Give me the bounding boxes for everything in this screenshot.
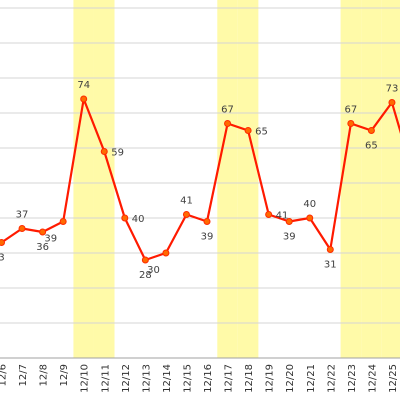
data-label: 65 (255, 127, 268, 138)
data-point (224, 120, 232, 127)
data-label: 41 (276, 211, 289, 222)
data-label: 40 (132, 214, 145, 225)
data-point (306, 214, 314, 222)
x-tick-label: 12/9 (59, 364, 70, 386)
x-tick-label: 12/13 (141, 364, 152, 393)
x-tick-label: 12/12 (121, 364, 132, 393)
data-label: 73 (386, 84, 399, 95)
data-point (367, 127, 375, 134)
data-points (0, 95, 396, 264)
data-label: 3 (0, 253, 5, 264)
data-label: 30 (147, 265, 160, 276)
data-point (182, 211, 190, 218)
data-point (18, 225, 26, 232)
data-point (388, 99, 396, 106)
x-tick-label: 12/10 (80, 364, 91, 393)
x-tick-labels: 12/6 12/7 12/8 12/9 12/10 12/11 12/12 12/13 12/1… (0, 364, 399, 393)
data-label: 31 (324, 260, 337, 271)
data-label: 59 (111, 148, 124, 159)
x-tick-label: 12/15 (182, 364, 193, 393)
x-tick-label: 12/6 (0, 364, 9, 386)
x-tick-label: 12/20 (285, 364, 296, 393)
data-label: 67 (221, 105, 234, 116)
data-point (80, 95, 88, 103)
data-point (347, 120, 355, 127)
weekend-highlight-bands (73, 0, 400, 358)
x-tick-label: 12/22 (326, 364, 337, 393)
data-point (285, 218, 293, 225)
highlight-band-12-10 (73, 0, 94, 358)
x-tick-label: 12/17 (224, 364, 235, 393)
highlight-band-12-17 (217, 0, 238, 358)
highlight-band-12-18 (237, 0, 259, 358)
data-label: 37 (16, 210, 29, 221)
gridlines (0, 7, 400, 324)
data-label: 40 (303, 199, 316, 210)
data-label: 39 (44, 234, 57, 245)
x-tick-label: 12/19 (265, 364, 276, 393)
data-point (162, 249, 170, 257)
x-tick-label: 12/21 (306, 364, 317, 393)
data-point (0, 239, 5, 246)
x-tick-label: 12/14 (162, 364, 173, 393)
highlight-band-12-23 (340, 0, 362, 358)
x-tick-label: 12/11 (100, 364, 111, 393)
data-point (121, 214, 129, 222)
data-point (39, 228, 47, 236)
highlight-band-12-25 (381, 0, 400, 358)
highlight-band-12-24 (361, 0, 382, 358)
data-point (59, 218, 67, 225)
x-tick-label: 12/16 (203, 364, 214, 393)
data-label: 41 (180, 196, 193, 207)
highlight-band-12-11 (93, 0, 115, 358)
data-label: 28 (139, 270, 152, 281)
data-point (265, 211, 273, 218)
x-tick-label: 12/23 (347, 364, 358, 393)
data-label: 74 (77, 80, 90, 91)
data-label: 67 (344, 105, 357, 116)
data-point (244, 127, 252, 134)
x-tick-label: 12/25 (388, 364, 399, 393)
data-point (141, 256, 149, 264)
data-label: 39 (201, 232, 214, 243)
x-tick-label: 12/8 (39, 364, 50, 386)
data-point (326, 246, 334, 253)
data-label: 36 (36, 242, 49, 253)
data-point (100, 148, 108, 155)
x-tick-label: 12/7 (18, 364, 29, 386)
x-tick-label: 12/24 (367, 364, 378, 393)
data-label: 65 (365, 141, 378, 152)
x-tick-label: 12/18 (244, 364, 255, 393)
data-label: 39 (283, 232, 296, 243)
data-point (203, 218, 211, 225)
